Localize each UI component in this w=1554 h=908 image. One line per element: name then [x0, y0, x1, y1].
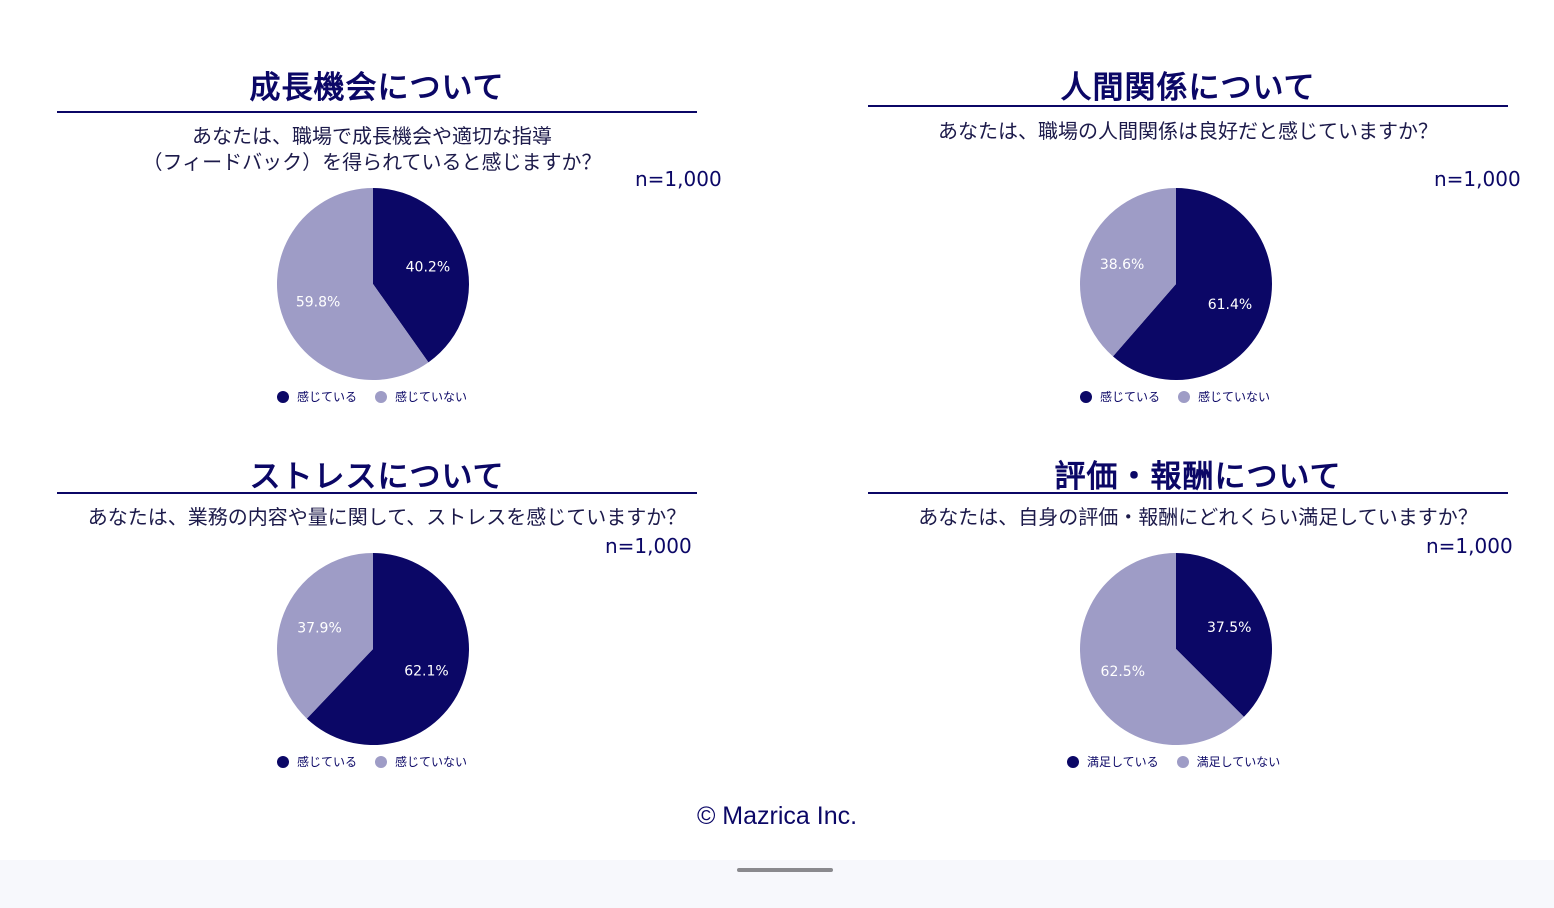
- panel-question: あなたは、自身の評価・報酬にどれくらい満足していますか？: [918, 505, 1478, 529]
- legend-label: 感じていない: [395, 755, 468, 769]
- legend-label: 感じている: [297, 390, 358, 404]
- panel-growth: 成長機会について あなたは、職場で成長機会や適切な指導 （フィードバック）を得ら…: [57, 0, 722, 420]
- slice-label: 37.5%: [1207, 620, 1251, 636]
- pie-slice: [277, 188, 429, 380]
- title-divider: [57, 492, 697, 494]
- slice-label: 40.2%: [406, 260, 450, 276]
- panel-question: あなたは、職場の人間関係は良好だと感じていますか？: [938, 119, 1438, 143]
- slice-label: 59.8%: [296, 294, 340, 310]
- chart-legend: 感じている 感じていない: [277, 753, 467, 770]
- pie-slice: [1080, 553, 1244, 745]
- legend-label: 感じていない: [395, 390, 468, 404]
- legend-item: 感じている: [1080, 388, 1160, 405]
- pie-slice: [306, 553, 469, 745]
- legend-label: 感じている: [1100, 390, 1161, 404]
- panel-relationships: 人間関係について あなたは、職場の人間関係は良好だと感じていますか？ n=1,0…: [868, 0, 1528, 420]
- chart-legend: 感じている 感じていない: [277, 388, 467, 405]
- pie-chart: 61.4% 38.6%: [1080, 188, 1272, 380]
- chart-legend: 満足している 満足していない: [1067, 753, 1280, 770]
- pie-chart: 40.2% 59.8%: [277, 188, 469, 380]
- title-divider: [868, 492, 1508, 494]
- legend-dot-secondary: [375, 390, 388, 403]
- pie-slice: [277, 553, 373, 719]
- pie-slice: [1112, 188, 1272, 380]
- legend-dot-secondary: [375, 755, 388, 768]
- legend-dot-secondary: [1178, 390, 1191, 403]
- legend-dot-primary: [1080, 390, 1092, 403]
- slice-label: 61.4%: [1208, 297, 1252, 313]
- panel-title: 評価・報酬について: [1054, 459, 1342, 495]
- pie-slice: [1080, 188, 1176, 357]
- title-divider: [868, 105, 1508, 107]
- slice-label: 37.9%: [297, 621, 341, 637]
- panel-title: 成長機会について: [249, 70, 505, 106]
- legend-label: 感じていない: [1198, 390, 1271, 404]
- panel-stress: ストレスについて あなたは、業務の内容や量に関して、ストレスを感じていますか？ …: [57, 440, 717, 780]
- pie-chart: 62.1% 37.9%: [277, 553, 469, 745]
- panel-compensation: 評価・報酬について あなたは、自身の評価・報酬にどれくらい満足していますか？ n…: [868, 440, 1528, 780]
- legend-dot-secondary: [1176, 755, 1189, 768]
- legend-label: 満足していない: [1196, 755, 1281, 769]
- slice-label: 38.6%: [1100, 257, 1144, 273]
- legend-item: 感じていない: [375, 388, 467, 405]
- panel-title: ストレスについて: [249, 459, 505, 495]
- legend-label: 満足している: [1087, 755, 1159, 769]
- legend-item: 感じている: [277, 388, 357, 405]
- legend-item: 満足していない: [1176, 753, 1281, 770]
- legend-dot-primary: [277, 390, 289, 403]
- legend-item: 感じていない: [1178, 388, 1270, 405]
- home-indicator[interactable]: [737, 868, 833, 872]
- pie-slice: [1176, 553, 1272, 717]
- legend-dot-primary: [277, 755, 289, 768]
- panel-title: 人間関係について: [1060, 70, 1316, 106]
- legend-item: 感じていない: [375, 753, 467, 770]
- sample-size-label: n=1,000: [635, 167, 722, 191]
- slice-label: 62.1%: [404, 663, 448, 679]
- legend-dot-primary: [1067, 755, 1079, 768]
- pie-chart: 37.5% 62.5%: [1080, 553, 1272, 745]
- legend-label: 感じている: [297, 755, 358, 769]
- panel-question: あなたは、業務の内容や量に関して、ストレスを感じていますか？: [87, 505, 687, 529]
- sample-size-label: n=1,000: [1434, 167, 1521, 191]
- panel-question: あなたは、職場で成長機会や適切な指導 （フィードバック）を得られていると感じます…: [142, 124, 602, 174]
- chart-legend: 感じている 感じていない: [1080, 388, 1270, 405]
- copyright-text: © Mazrica Inc.: [696, 802, 858, 830]
- pie-slice: [373, 188, 469, 363]
- legend-item: 感じている: [277, 753, 357, 770]
- legend-item: 満足している: [1067, 753, 1159, 770]
- slice-label: 62.5%: [1101, 664, 1145, 680]
- sample-size-label: n=1,000: [605, 534, 692, 558]
- title-divider: [57, 111, 697, 113]
- sample-size-label: n=1,000: [1426, 534, 1513, 558]
